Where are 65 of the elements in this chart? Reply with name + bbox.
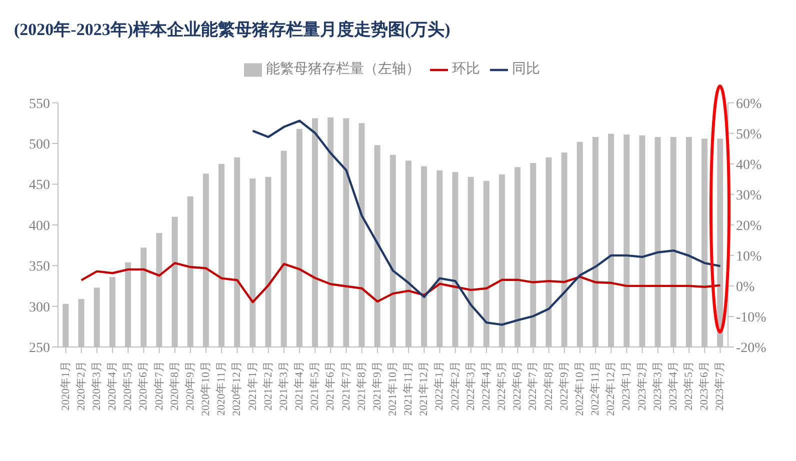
chart-title: (2020年-2023年)样本企业能繁母猪存栏量月度走势图(万头) <box>14 19 450 41</box>
y-tick-label: 400 <box>29 218 50 234</box>
x-tick-label: 2021年4月 <box>294 361 306 410</box>
x-tick-label: 2020年5月 <box>122 361 134 410</box>
x-tick-label: 2022年9月 <box>558 361 570 410</box>
x-tick-label: 2022年5月 <box>496 361 508 410</box>
x-tick-label: 2021年1月 <box>246 361 259 410</box>
x-tick-label: 2020年10月 <box>200 361 212 416</box>
legend-label: 环比 <box>452 62 480 77</box>
x-tick-label: 2022年12月 <box>605 361 618 416</box>
x-tick-label: 2020年8月 <box>168 361 181 410</box>
x-tick-label: 2021年6月 <box>324 361 337 410</box>
y-tick-label: 500 <box>29 137 50 152</box>
x-tick-label: 2022年8月 <box>542 361 555 410</box>
x-tick-label: 2021年5月 <box>309 361 322 410</box>
y2-tick-label: 50% <box>736 127 762 142</box>
x-tick-label: 2021年8月 <box>356 361 368 410</box>
legend-label: 同比 <box>512 62 540 77</box>
x-tick-label: 2020年11月 <box>216 361 228 416</box>
y2-tick-label: -10% <box>736 310 767 326</box>
y-tick-label: 250 <box>29 340 50 356</box>
x-tick-label: 2021年11月 <box>402 361 415 416</box>
x-tick-label: 2020年4月 <box>106 361 119 410</box>
x-tick-label: 2022年1月 <box>434 361 446 410</box>
x-tick-label: 2022年2月 <box>449 361 462 410</box>
x-tick-label: 2022年3月 <box>464 361 477 410</box>
x-tick-label: 2021年7月 <box>340 361 352 410</box>
y2-tick-label: 30% <box>736 188 762 204</box>
y2-tick-label: 0% <box>736 280 755 295</box>
x-tick-label: 2020年7月 <box>153 361 166 410</box>
x-tick-label: 2020年3月 <box>90 361 103 410</box>
y-tick-label: 450 <box>29 178 50 194</box>
y-tick-label: 350 <box>29 260 50 275</box>
x-tick-label: 2023年1月 <box>620 361 633 410</box>
x-tick-label: 2020年1月 <box>60 361 72 410</box>
x-tick-label: 2021年9月 <box>371 361 384 410</box>
x-tick-label: 2023年4月 <box>667 361 680 410</box>
x-tick-label: 2021年12月 <box>418 361 430 416</box>
y2-tick-label: -20% <box>736 340 767 356</box>
x-tick-label: 2021年2月 <box>262 361 274 410</box>
y2-tick-label: 60% <box>736 96 762 112</box>
x-tick-label: 2023年2月 <box>636 361 648 410</box>
x-tick-label: 2020年12月 <box>231 361 244 416</box>
y-tick-label: 550 <box>29 96 50 112</box>
y2-tick-label: 40% <box>736 158 762 173</box>
x-tick-label: 2023年7月 <box>714 361 726 410</box>
x-tick-label: 2022年11月 <box>590 361 602 416</box>
x-tick-label: 2023年3月 <box>652 361 664 410</box>
x-tick-label: 2023年6月 <box>698 361 711 410</box>
line-series <box>80 262 722 304</box>
x-tick-label: 2020年2月 <box>75 361 88 410</box>
x-tick-label: 2022年7月 <box>527 361 540 410</box>
y2-tick-label: 10% <box>736 249 762 264</box>
x-tick-label: 2023年5月 <box>683 361 696 410</box>
x-tick-label: 2021年3月 <box>278 361 290 410</box>
x-tick-label: 2020年9月 <box>184 361 196 410</box>
x-tick-label: 2020年6月 <box>138 361 150 410</box>
x-tick-label: 2022年4月 <box>480 361 492 410</box>
line-series <box>252 120 722 326</box>
y2-tick-label: 20% <box>736 218 762 234</box>
x-tick-label: 2021年10月 <box>387 361 399 416</box>
x-tick-label: 2022年10月 <box>574 361 586 416</box>
x-tick-label: 2022年6月 <box>512 361 524 410</box>
legend-label: 能繁母猪存栏量（左轴） <box>266 62 420 77</box>
y-tick-label: 300 <box>29 300 50 316</box>
